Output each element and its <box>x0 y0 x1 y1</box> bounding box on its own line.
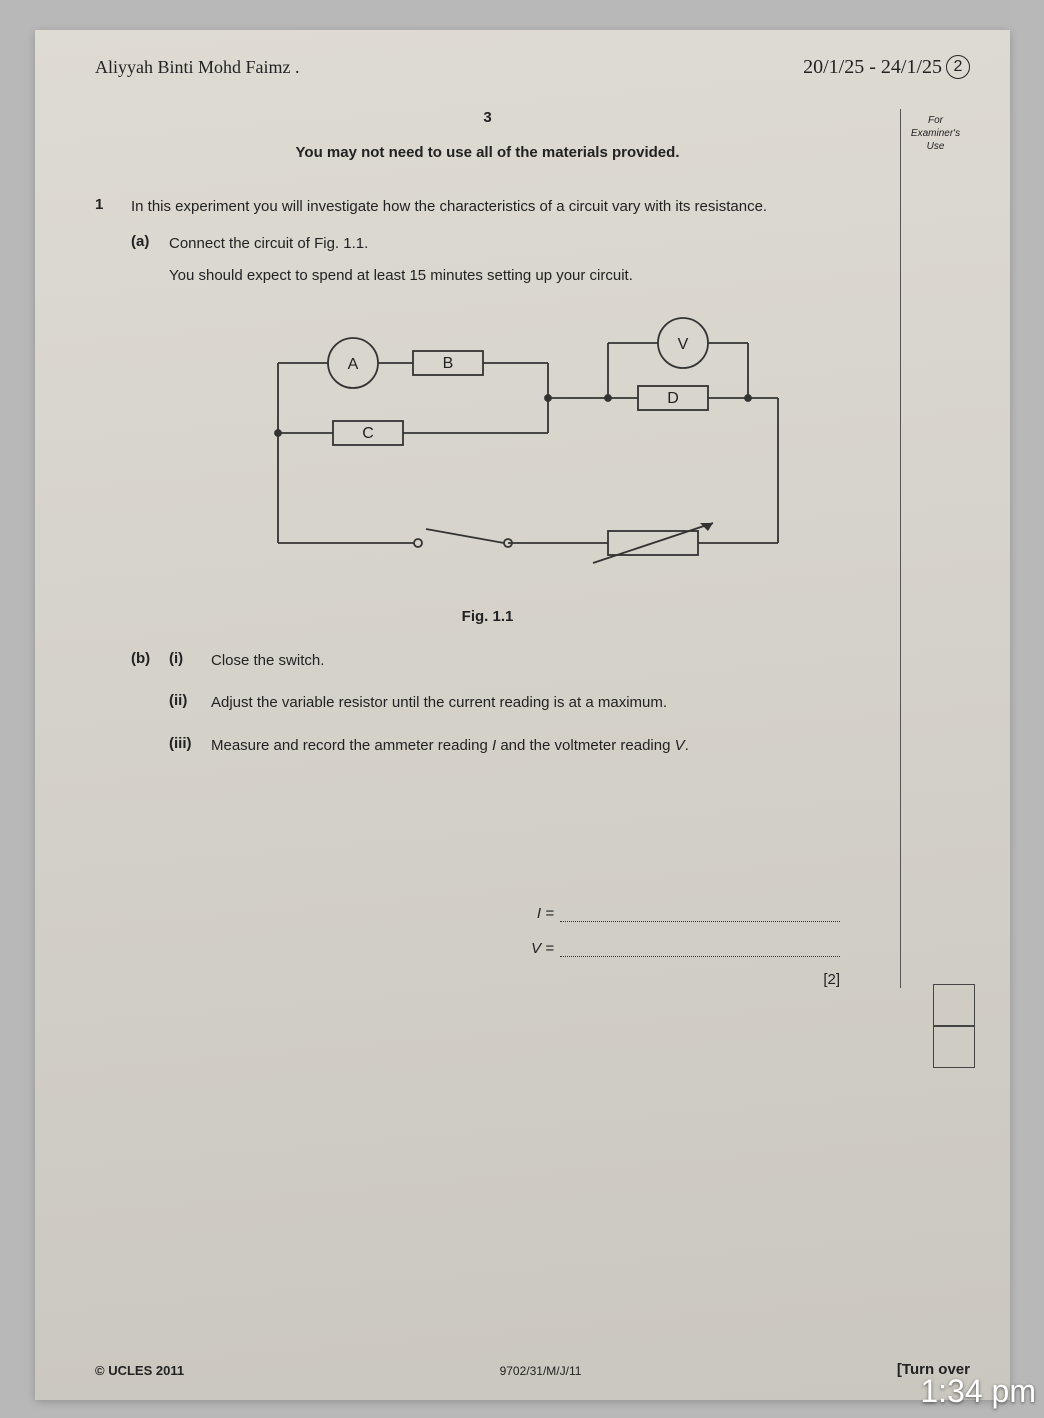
part-a-label: (a) <box>131 233 159 256</box>
circuit-figure: A B C D V <box>95 313 880 593</box>
handwritten-header: Aliyyah Binti Mohd Faimz . 20/1/25 - 24/… <box>95 55 970 79</box>
student-name: Aliyyah Binti Mohd Faimz . <box>95 57 300 78</box>
exam-page: Aliyyah Binti Mohd Faimz . 20/1/25 - 24/… <box>35 30 1010 1400</box>
b-i-text: Close the switch. <box>211 650 880 673</box>
copyright: © UCLES 2011 <box>95 1363 184 1378</box>
circled-attempt-number: 2 <box>946 55 970 79</box>
main-column: 3 You may not need to use all of the mat… <box>95 109 880 988</box>
examiner-for: For <box>901 114 970 127</box>
figure-caption: Fig. 1.1 <box>95 608 880 625</box>
b-i-label: (i) <box>169 650 201 673</box>
question-number: 1 <box>95 196 113 219</box>
materials-instruction: You may not need to use all of the mater… <box>95 144 880 161</box>
marks-allocation: [2] <box>95 971 840 988</box>
page-footer: © UCLES 2011 9702/31/M/J/11 [Turn over <box>95 1361 970 1378</box>
answer-V: V = <box>95 940 840 957</box>
device-time-overlay: 1:34 pm <box>920 1373 1036 1410</box>
V-blank <box>560 943 840 957</box>
date-range-wrap: 20/1/25 - 24/1/25 2 <box>803 55 970 79</box>
examiner-use: Use <box>901 140 970 153</box>
label-C: C <box>362 425 374 442</box>
label-V: V <box>677 336 688 353</box>
label-D: D <box>667 390 679 407</box>
date-range: 20/1/25 - 24/1/25 <box>803 56 942 79</box>
paper-code: 9702/31/M/J/11 <box>500 1364 582 1378</box>
part-a-line1: Connect the circuit of Fig. 1.1. <box>169 233 880 256</box>
b-iii-text: Measure and record the ammeter reading I… <box>211 735 880 758</box>
part-b-label: (b) <box>131 650 159 673</box>
b-ii-label: (ii) <box>169 692 201 715</box>
mark-box-1 <box>933 984 975 1026</box>
I-blank <box>560 908 840 922</box>
label-B: B <box>442 355 453 372</box>
circuit-svg: A B C D V <box>188 313 788 593</box>
examiner-examiners: Examiner's <box>901 127 970 140</box>
part-a-line2: You should expect to spend at least 15 m… <box>169 265 880 288</box>
b-iii-label: (iii) <box>169 735 201 758</box>
question-intro: In this experiment you will investigate … <box>131 196 880 219</box>
V-label: V = <box>531 940 554 957</box>
page-number: 3 <box>95 109 880 126</box>
label-A: A <box>347 356 358 373</box>
I-label: I = <box>537 905 554 922</box>
examiner-column: For Examiner's Use <box>900 109 970 988</box>
b-ii-text: Adjust the variable resistor until the c… <box>211 692 880 715</box>
mark-boxes <box>933 984 975 1068</box>
answer-I: I = <box>95 905 840 922</box>
mark-box-2 <box>933 1026 975 1068</box>
